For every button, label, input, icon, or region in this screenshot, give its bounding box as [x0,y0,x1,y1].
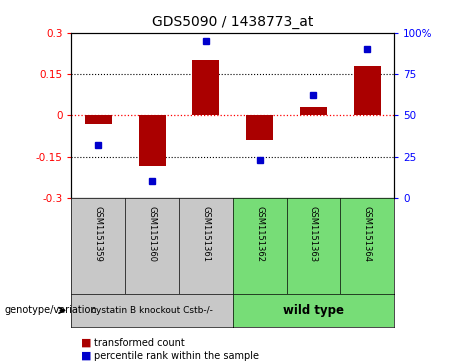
Bar [246,115,273,140]
Text: cystatin B knockout Cstb-/-: cystatin B knockout Cstb-/- [91,306,213,315]
Bar [139,115,165,166]
Text: GSM1151361: GSM1151361 [201,205,210,261]
Bar [354,66,381,115]
Text: wild type: wild type [283,304,344,317]
Bar [193,60,219,115]
Text: GSM1151363: GSM1151363 [309,205,318,262]
Text: transformed count: transformed count [94,338,184,348]
Title: GDS5090 / 1438773_at: GDS5090 / 1438773_at [152,15,313,29]
Bar [300,107,327,115]
Text: percentile rank within the sample: percentile rank within the sample [94,351,259,361]
Text: GSM1151364: GSM1151364 [363,205,372,261]
Text: ■: ■ [81,351,91,361]
Bar [85,115,112,123]
Text: GSM1151359: GSM1151359 [94,205,103,261]
Text: GSM1151360: GSM1151360 [148,205,157,261]
Text: genotype/variation: genotype/variation [5,305,97,315]
Text: GSM1151362: GSM1151362 [255,205,264,261]
Text: ■: ■ [81,338,91,348]
